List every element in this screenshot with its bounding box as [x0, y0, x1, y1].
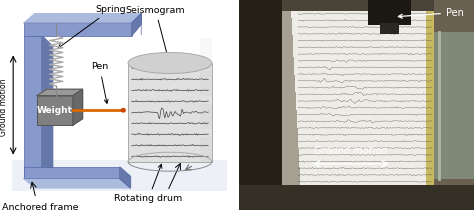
FancyBboxPatch shape — [282, 139, 298, 142]
FancyBboxPatch shape — [282, 114, 297, 117]
Text: Rotating drum: Rotating drum — [114, 164, 182, 203]
Text: Weight: Weight — [37, 106, 73, 115]
FancyBboxPatch shape — [282, 149, 299, 153]
FancyBboxPatch shape — [282, 71, 294, 75]
FancyBboxPatch shape — [282, 50, 293, 53]
Polygon shape — [37, 89, 82, 96]
FancyBboxPatch shape — [282, 35, 292, 39]
FancyBboxPatch shape — [282, 28, 292, 32]
FancyBboxPatch shape — [282, 42, 293, 46]
FancyBboxPatch shape — [282, 57, 294, 60]
Polygon shape — [132, 14, 141, 36]
FancyBboxPatch shape — [368, 0, 410, 25]
FancyBboxPatch shape — [282, 178, 300, 181]
FancyBboxPatch shape — [282, 160, 299, 163]
Circle shape — [121, 109, 125, 112]
FancyBboxPatch shape — [200, 137, 212, 162]
Text: Pen: Pen — [398, 8, 464, 18]
Text: Seismogram: Seismogram — [126, 6, 185, 61]
FancyBboxPatch shape — [24, 36, 42, 178]
FancyBboxPatch shape — [426, 10, 434, 185]
Polygon shape — [24, 178, 130, 188]
Text: Pen: Pen — [91, 62, 108, 103]
FancyBboxPatch shape — [434, 32, 474, 178]
FancyBboxPatch shape — [282, 99, 296, 103]
FancyBboxPatch shape — [282, 135, 298, 139]
Polygon shape — [119, 167, 130, 188]
FancyBboxPatch shape — [282, 14, 292, 18]
FancyBboxPatch shape — [282, 131, 298, 135]
FancyBboxPatch shape — [282, 89, 295, 92]
FancyBboxPatch shape — [282, 153, 299, 156]
FancyBboxPatch shape — [239, 185, 474, 210]
FancyBboxPatch shape — [282, 110, 297, 114]
FancyBboxPatch shape — [282, 10, 291, 14]
FancyBboxPatch shape — [282, 25, 292, 28]
FancyBboxPatch shape — [282, 46, 293, 50]
FancyBboxPatch shape — [282, 0, 434, 52]
Polygon shape — [73, 89, 82, 125]
FancyBboxPatch shape — [282, 64, 294, 67]
FancyBboxPatch shape — [282, 67, 294, 71]
Text: Anchored frame: Anchored frame — [2, 203, 79, 210]
Polygon shape — [24, 14, 141, 23]
FancyBboxPatch shape — [380, 23, 399, 34]
FancyBboxPatch shape — [37, 96, 73, 125]
FancyBboxPatch shape — [282, 10, 434, 185]
FancyBboxPatch shape — [282, 163, 300, 167]
FancyBboxPatch shape — [282, 146, 299, 149]
FancyBboxPatch shape — [200, 104, 212, 129]
FancyBboxPatch shape — [200, 38, 212, 63]
FancyBboxPatch shape — [282, 32, 292, 35]
FancyBboxPatch shape — [239, 0, 474, 210]
Text: Spring: Spring — [58, 5, 127, 48]
FancyBboxPatch shape — [282, 78, 295, 82]
FancyBboxPatch shape — [282, 75, 295, 78]
FancyBboxPatch shape — [282, 117, 297, 121]
Polygon shape — [42, 36, 53, 178]
FancyBboxPatch shape — [282, 181, 301, 185]
FancyBboxPatch shape — [282, 174, 300, 178]
FancyBboxPatch shape — [239, 0, 282, 210]
FancyBboxPatch shape — [282, 18, 292, 21]
FancyBboxPatch shape — [282, 171, 300, 174]
FancyBboxPatch shape — [282, 156, 299, 160]
FancyBboxPatch shape — [282, 96, 296, 99]
Text: Ground motion: Ground motion — [0, 78, 8, 136]
FancyBboxPatch shape — [282, 103, 296, 106]
FancyBboxPatch shape — [282, 60, 294, 64]
FancyBboxPatch shape — [282, 128, 298, 131]
FancyBboxPatch shape — [282, 21, 292, 25]
Text: Ground motion: Ground motion — [314, 146, 388, 156]
FancyBboxPatch shape — [282, 106, 296, 110]
FancyBboxPatch shape — [12, 160, 228, 191]
FancyBboxPatch shape — [282, 124, 297, 128]
Ellipse shape — [128, 52, 212, 74]
FancyBboxPatch shape — [200, 71, 212, 96]
FancyBboxPatch shape — [282, 167, 300, 171]
FancyBboxPatch shape — [282, 92, 296, 96]
FancyBboxPatch shape — [128, 63, 212, 162]
FancyBboxPatch shape — [282, 85, 295, 89]
FancyBboxPatch shape — [282, 82, 295, 85]
FancyBboxPatch shape — [282, 121, 297, 124]
FancyBboxPatch shape — [24, 23, 132, 36]
FancyBboxPatch shape — [282, 39, 293, 42]
FancyBboxPatch shape — [282, 53, 293, 57]
FancyBboxPatch shape — [282, 142, 298, 146]
FancyBboxPatch shape — [24, 167, 119, 178]
